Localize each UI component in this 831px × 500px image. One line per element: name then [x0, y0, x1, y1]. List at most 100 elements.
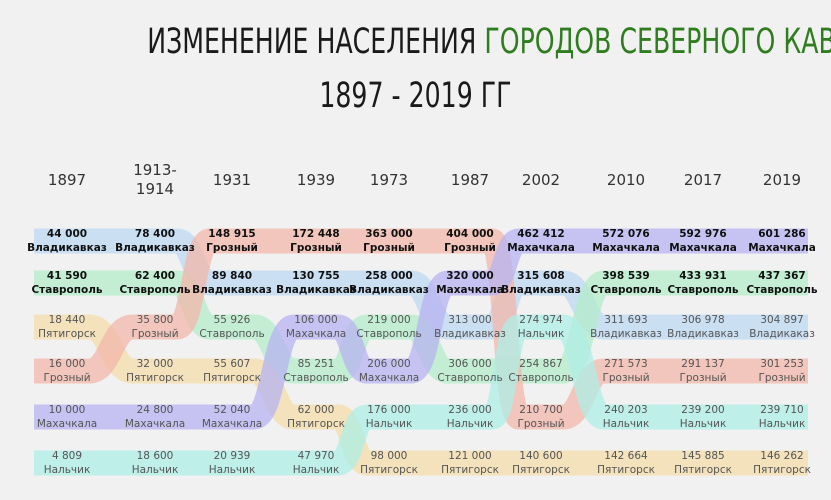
title-line-2: 1897 - 2019 ГГ [0, 76, 831, 116]
city-name: Махачкала [436, 284, 504, 296]
data-label: 239 200 Нальчик [653, 403, 753, 431]
population-value: 363 000 [365, 228, 413, 240]
city-name: Пятигорск [360, 464, 418, 476]
population-value: 18 600 [136, 450, 174, 462]
data-label: 240 203 Нальчик [576, 403, 676, 431]
year-header: 2002 [521, 170, 561, 189]
population-value: 24 800 [136, 404, 174, 416]
city-name: Ставрополь [199, 328, 265, 340]
data-label: 274 974 Нальчик [491, 313, 591, 341]
city-name: Грозный [206, 242, 258, 254]
population-value: 4 809 [51, 450, 83, 462]
population-value: 274 974 [519, 314, 563, 326]
data-label: 210 700 Грозный [491, 403, 591, 431]
data-label: 142 664 Пятигорск [576, 449, 676, 477]
data-label: 24 800 Махачкала [105, 403, 205, 431]
data-label: 148 915 Грозный [182, 227, 282, 255]
city-name: Владикавказ [501, 284, 581, 296]
city-name: Ставрополь [746, 284, 818, 296]
data-label: 140 600 Пятигорск [491, 449, 591, 477]
population-value: 398 539 [602, 270, 650, 282]
city-name: Ставрополь [667, 284, 739, 296]
data-label: 313 000 Владикавказ [420, 313, 520, 341]
city-name: Пятигорск [38, 328, 96, 340]
population-value: 55 607 [213, 358, 251, 370]
population-value: 206 000 [367, 358, 411, 370]
data-label: 306 978 Владикавказ [653, 313, 753, 341]
population-value: 291 137 [681, 358, 725, 370]
city-name: Владикавказ [192, 284, 272, 296]
year-header: 1931 [212, 170, 252, 189]
data-label: 433 931 Ставрополь [653, 269, 753, 297]
data-label: 62 000 Пятигорск [266, 403, 366, 431]
data-label: 18 440 Пятигорск [17, 313, 117, 341]
population-value: 240 203 [604, 404, 648, 416]
data-label: 55 926 Ставрополь [182, 313, 282, 341]
year-header: 1897 [47, 170, 87, 189]
city-name: Владикавказ [27, 242, 107, 254]
population-value: 304 897 [760, 314, 804, 326]
city-name: Владикавказ [434, 328, 506, 340]
population-value: 313 000 [448, 314, 492, 326]
city-name: Владикавказ [590, 328, 662, 340]
population-value: 254 867 [519, 358, 563, 370]
data-label: 271 573 Грозный [576, 357, 676, 385]
population-value: 44 000 [46, 228, 88, 240]
city-name: Пятигорск [512, 464, 570, 476]
population-value: 106 000 [294, 314, 338, 326]
data-label: 4 809 Нальчик [17, 449, 117, 477]
population-value: 140 600 [519, 450, 563, 462]
city-name: Пятигорск [287, 418, 345, 430]
title-line-1: ИЗМЕНЕНИЕ НАСЕЛЕНИЯ ГОРОДОВ СЕВЕРНОГО КА… [0, 22, 831, 62]
data-label: 254 867 Ставрополь [491, 357, 591, 385]
population-value: 98 000 [370, 450, 408, 462]
city-name: Пятигорск [674, 464, 732, 476]
population-value: 210 700 [519, 404, 563, 416]
city-name: Владикавказ [115, 242, 195, 254]
data-label: 89 840 Владикавказ [182, 269, 282, 297]
city-name: Ставрополь [356, 328, 422, 340]
population-value: 47 970 [297, 450, 335, 462]
city-name: Грозный [43, 372, 91, 384]
population-value: 219 000 [367, 314, 411, 326]
city-name: Нальчик [43, 464, 91, 476]
city-name: Грозный [444, 242, 496, 254]
city-name: Нальчик [758, 418, 806, 430]
year-header: 2017 [683, 170, 723, 189]
population-value: 10 000 [48, 404, 86, 416]
population-value: 572 076 [602, 228, 650, 240]
city-name: Махачкала [124, 418, 186, 430]
city-name: Нальчик [208, 464, 256, 476]
data-label: 291 137 Грозный [653, 357, 753, 385]
population-value: 62 400 [134, 270, 176, 282]
population-value: 145 885 [681, 450, 725, 462]
city-name: Пятигорск [753, 464, 811, 476]
data-label: 363 000 Грозный [339, 227, 439, 255]
city-name: Нальчик [602, 418, 650, 430]
data-label: 47 970 Нальчик [266, 449, 366, 477]
city-name: Нальчик [365, 418, 413, 430]
population-value: 601 286 [758, 228, 806, 240]
population-value: 236 000 [448, 404, 492, 416]
data-label: 18 600 Нальчик [105, 449, 205, 477]
city-name: Владикавказ [276, 284, 356, 296]
population-value: 433 931 [679, 270, 727, 282]
data-label: 146 262 Пятигорск [732, 449, 831, 477]
band-5 [34, 314, 808, 476]
city-name: Нальчик [131, 464, 179, 476]
city-name: Махачкала [285, 328, 347, 340]
data-label: 35 800 Грозный [105, 313, 205, 341]
data-label: 10 000 Махачкала [17, 403, 117, 431]
population-value: 148 915 [208, 228, 256, 240]
population-value: 258 000 [365, 270, 413, 282]
data-label: 592 976 Махачкала [653, 227, 753, 255]
city-name: Махачкала [36, 418, 98, 430]
city-name: Пятигорск [441, 464, 499, 476]
population-value: 16 000 [48, 358, 86, 370]
city-name: Ставрополь [31, 284, 103, 296]
population-value: 311 693 [604, 314, 648, 326]
data-label: 20 939 Нальчик [182, 449, 282, 477]
data-label: 437 367 Ставрополь [732, 269, 831, 297]
